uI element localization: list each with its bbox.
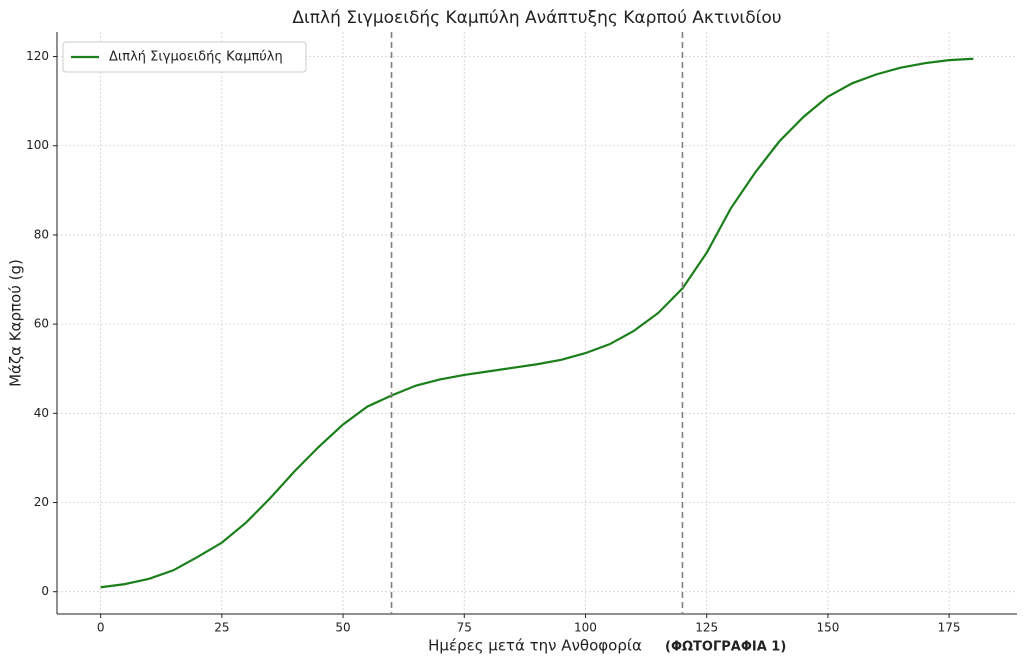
legend-label: Διπλή Σιγμοειδής Καμπύλη (109, 50, 283, 65)
y-axis-label: Μάζα Καρπού (g) (7, 259, 25, 387)
x-tick-label: 125 (695, 621, 718, 635)
y-tick-label: 80 (34, 227, 49, 241)
x-axis-label: Ημέρες μετά την Ανθοφορία (428, 637, 642, 655)
y-tick-label: 100 (26, 138, 49, 152)
x-tick-label: 175 (938, 621, 961, 635)
y-tick-label: 20 (34, 495, 49, 509)
chart-title: Διπλή Σιγμοειδής Καμπύλη Ανάπτυξης Καρπο… (292, 8, 781, 28)
annotation: (ΦΩΤΟΓΡΑΦΙΑ 1) (665, 640, 786, 655)
x-tick-label: 75 (457, 621, 472, 635)
y-tick-label: 120 (26, 49, 49, 63)
y-tick-label: 60 (34, 317, 49, 331)
x-tick-label: 100 (574, 621, 597, 635)
x-tick-label: 50 (335, 621, 350, 635)
y-tick-label: 40 (34, 406, 49, 420)
data-line (100, 57, 974, 589)
legend-box (62, 41, 307, 73)
x-tick-label: 25 (214, 621, 229, 635)
x-tick-label: 0 (97, 621, 105, 635)
y-tick-label: 0 (41, 584, 49, 598)
x-tick-label: 150 (816, 621, 839, 635)
